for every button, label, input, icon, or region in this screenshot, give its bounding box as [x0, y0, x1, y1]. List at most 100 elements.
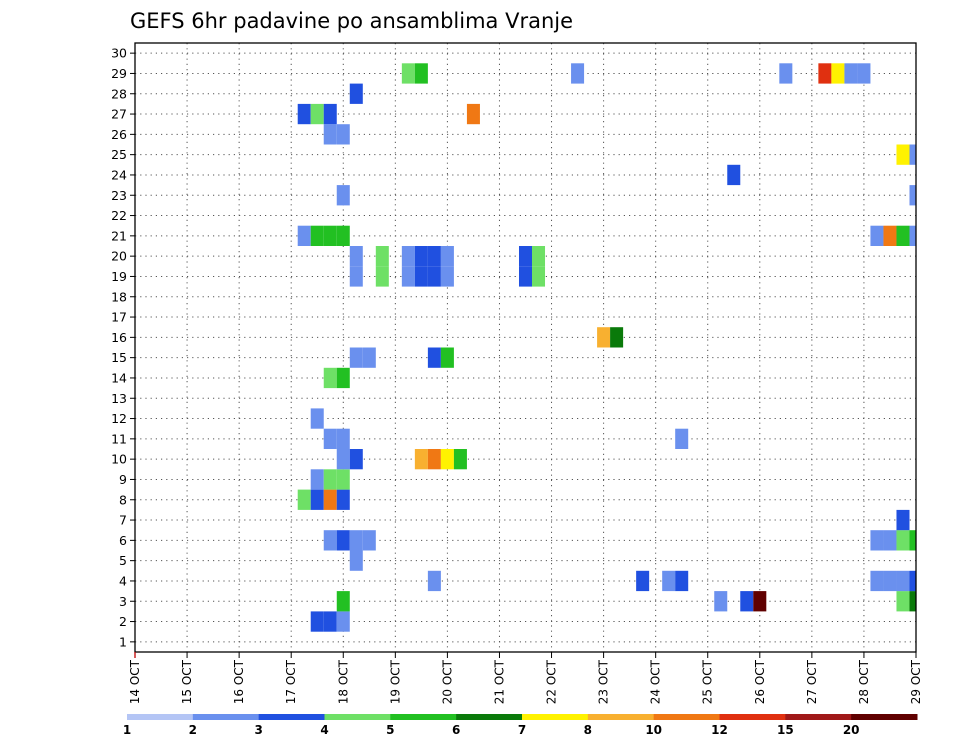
x-tick-label: 17 OCT: [284, 659, 298, 704]
heatmap-cell: [310, 489, 324, 510]
heatmap-cell: [349, 246, 363, 267]
colorbar-swatch: [192, 714, 260, 720]
x-tick-label: 27 OCT: [805, 659, 819, 704]
heatmap-cell: [518, 246, 533, 267]
heatmap-cell: [440, 347, 454, 368]
heatmap-cell: [883, 570, 897, 592]
y-tick-label: 28: [111, 86, 127, 101]
heatmap-cell: [349, 449, 363, 470]
y-tick-label: 12: [111, 411, 127, 426]
chart-title: GEFS 6hr padavine po ansamblima Vranje: [130, 9, 573, 33]
colorbar-swatch: [587, 714, 655, 720]
heatmap-cell: [323, 103, 337, 125]
heatmap-cell: [401, 63, 415, 84]
heatmap-cell: [675, 428, 689, 449]
x-tick-label: 23 OCT: [597, 659, 611, 704]
colorbar-label: 8: [584, 723, 592, 737]
heatmap-cell: [349, 347, 363, 368]
colorbar-label: 5: [386, 723, 394, 737]
heatmap-cell: [323, 428, 337, 449]
y-tick-label: 17: [111, 310, 127, 325]
colorbar-label: 4: [320, 723, 328, 737]
heatmap-cell: [336, 185, 350, 206]
colorbar-swatch: [127, 714, 194, 720]
heatmap-cell: [896, 570, 910, 592]
x-axis: 14 OCT 15 OCT 16 OCT 17 OCT 18 OCT 19 OCT 20 O…: [128, 652, 923, 704]
grid: [135, 43, 916, 652]
heatmap-cell: [336, 469, 350, 490]
heatmap-cell: [610, 327, 624, 348]
x-tick-label: 20 OCT: [440, 659, 454, 704]
heatmap-cell: [870, 225, 884, 246]
heatmap-cell: [336, 489, 350, 510]
heatmap-cell: [323, 530, 337, 551]
heatmap-cell: [440, 449, 454, 470]
heatmap-cell: [336, 611, 350, 632]
heatmap-cell: [440, 246, 454, 267]
y-tick-label: 24: [111, 167, 127, 182]
heatmap-cell: [349, 530, 363, 551]
y-tick-label: 18: [111, 289, 127, 304]
heatmap-cell: [375, 266, 389, 287]
heatmap-cell: [336, 124, 350, 145]
heatmap-cell: [466, 103, 480, 125]
heatmap-cell: [571, 63, 585, 84]
heatmap-cell: [323, 225, 337, 246]
heatmap-cell: [532, 266, 546, 287]
heatmap-cell: [310, 469, 324, 490]
heatmap-cell: [297, 489, 311, 510]
heatmap-cell: [779, 63, 793, 84]
heatmap-cell: [714, 591, 728, 612]
heatmap-cell: [727, 164, 741, 186]
heatmap-cell: [323, 469, 337, 490]
colorbar-swatch: [456, 714, 523, 720]
heatmap-cell: [909, 591, 916, 612]
heatmap-cell: [597, 327, 611, 348]
x-tick-label: 21 OCT: [492, 659, 506, 704]
x-tick-label: 16 OCT: [232, 659, 246, 704]
colorbar-swatch: [719, 714, 786, 720]
heatmap-cell: [896, 225, 910, 246]
heatmap-cell: [857, 63, 871, 84]
heatmap-cell: [401, 246, 415, 267]
x-tick-label: 18 OCT: [336, 659, 350, 704]
y-tick-label: 1: [119, 634, 127, 649]
heatmap-cell: [453, 449, 467, 470]
y-tick-label: 3: [119, 594, 127, 609]
plot-frame: [134, 42, 917, 653]
heatmap-cell: [870, 530, 884, 551]
heatmap-cell: [297, 103, 311, 125]
y-tick-label: 15: [111, 350, 127, 365]
heatmap-cell: [883, 225, 897, 246]
heatmap-cell: [427, 570, 441, 592]
colorbar-swatch: [390, 714, 457, 720]
y-tick-label: 25: [111, 147, 127, 162]
y-tick-label: 23: [111, 188, 127, 203]
heatmap-cell: [414, 63, 428, 84]
heatmap-cell: [896, 591, 910, 612]
x-tick-label: 28 OCT: [857, 659, 871, 704]
colorbar-label: 2: [189, 723, 197, 737]
colorbar-swatch: [653, 714, 720, 720]
y-tick-label: 29: [111, 66, 127, 81]
colorbar-label: 6: [452, 723, 460, 737]
heatmap-cell: [870, 570, 884, 592]
heatmap-cell: [297, 225, 311, 246]
heatmap-cell: [662, 570, 676, 592]
colorbar-swatch: [851, 714, 918, 720]
y-tick-label: 8: [119, 492, 127, 507]
x-tick-label: 15 OCT: [180, 659, 194, 704]
colorbar-swatch: [324, 714, 391, 720]
heatmap-cell: [675, 570, 689, 592]
colorbar-label: 15: [777, 723, 794, 737]
y-tick-label: 7: [119, 513, 127, 528]
colorbar-label: 1: [123, 723, 131, 737]
y-tick-label: 10: [111, 452, 127, 467]
heatmap-cell: [323, 367, 337, 389]
y-tick-label: 13: [111, 391, 127, 406]
colorbar-swatch: [522, 714, 589, 720]
colorbar-swatch: [785, 714, 852, 720]
x-tick-label: 19 OCT: [388, 659, 402, 704]
colorbar-label: 12: [711, 723, 728, 737]
heatmap-cell: [310, 103, 324, 125]
